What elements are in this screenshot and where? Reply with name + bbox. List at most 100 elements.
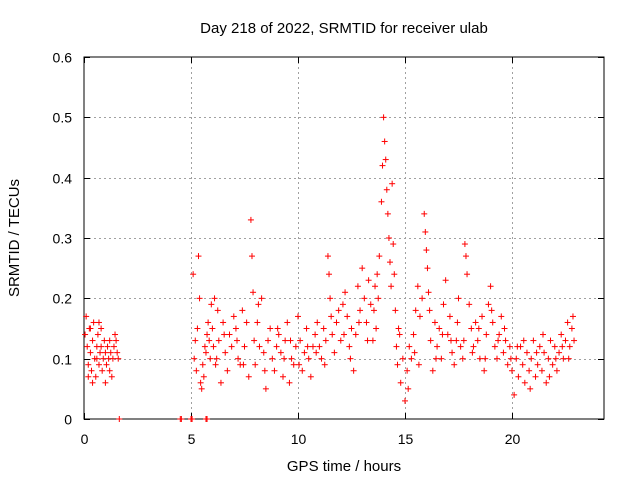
data-point	[369, 337, 376, 344]
data-point	[532, 373, 539, 380]
y-tick-label: 0.1	[53, 352, 73, 368]
data-point	[474, 337, 481, 344]
data-point	[426, 307, 433, 314]
data-point	[533, 349, 540, 356]
data-point	[404, 367, 411, 374]
data-point	[390, 241, 397, 248]
data-point	[488, 307, 495, 314]
data-point	[281, 355, 288, 362]
data-point	[495, 337, 502, 344]
data-point	[88, 367, 95, 374]
data-point	[399, 355, 406, 362]
data-point	[109, 355, 116, 362]
data-point	[294, 313, 301, 320]
data-point	[82, 331, 89, 338]
data-point	[98, 325, 105, 332]
data-point	[250, 289, 257, 296]
y-tick-label: 0.4	[53, 171, 73, 187]
data-point	[439, 331, 446, 338]
data-point	[341, 331, 347, 338]
x-tick-label: 15	[398, 431, 414, 447]
data-point	[395, 325, 402, 332]
data-point	[431, 319, 438, 326]
data-point	[110, 343, 117, 350]
data-point	[116, 416, 123, 422]
data-point	[262, 385, 269, 392]
data-point	[363, 319, 370, 326]
data-point	[271, 367, 278, 374]
data-point	[424, 265, 431, 272]
data-point	[190, 271, 197, 278]
data-point	[267, 325, 274, 332]
data-point	[84, 343, 91, 350]
data-point	[94, 331, 101, 338]
data-point	[384, 210, 391, 217]
data-point	[540, 331, 547, 338]
data-point	[232, 325, 239, 332]
data-point	[89, 379, 96, 386]
data-point	[454, 319, 461, 326]
data-point	[568, 325, 575, 332]
data-point	[423, 247, 430, 254]
data-point	[221, 331, 228, 338]
data-point	[243, 319, 250, 326]
data-point	[357, 307, 364, 314]
data-point	[320, 325, 327, 332]
data-point	[393, 343, 400, 350]
data-point	[275, 331, 282, 338]
data-point	[530, 337, 537, 344]
data-point	[108, 373, 115, 380]
grid	[84, 57, 604, 419]
data-point	[301, 349, 308, 356]
data-points	[82, 114, 578, 422]
data-point	[304, 343, 311, 350]
x-tick-labels: 0 5 10 15 20	[81, 431, 521, 447]
data-point	[333, 319, 340, 326]
data-point	[556, 349, 563, 356]
data-point	[222, 349, 229, 356]
data-point	[106, 367, 113, 374]
data-point	[444, 331, 451, 338]
data-point	[193, 367, 200, 374]
data-point	[385, 235, 392, 241]
data-point	[191, 355, 198, 362]
data-point	[113, 337, 120, 344]
data-point	[85, 361, 92, 368]
data-point	[380, 114, 387, 121]
data-point	[416, 313, 423, 320]
data-point	[502, 337, 509, 344]
data-point	[451, 361, 458, 368]
data-point	[553, 367, 560, 374]
data-point	[543, 379, 550, 386]
data-point	[290, 361, 297, 368]
data-point	[453, 337, 460, 344]
data-point	[198, 385, 205, 392]
data-point	[277, 349, 284, 356]
data-point	[562, 337, 569, 344]
data-point	[327, 295, 334, 302]
data-point	[292, 343, 299, 350]
data-point	[235, 355, 242, 362]
data-point	[303, 325, 310, 332]
data-point	[85, 373, 92, 380]
data-point	[324, 253, 331, 260]
data-point	[552, 355, 559, 362]
data-point	[313, 349, 320, 356]
data-point	[378, 198, 385, 205]
data-point	[381, 138, 388, 145]
data-point	[373, 325, 380, 332]
data-point	[541, 349, 548, 356]
data-point	[192, 337, 199, 344]
data-point	[547, 337, 554, 344]
chart-title: Day 218 of 2022, SRMTID for receiver ula…	[200, 20, 488, 37]
data-point	[97, 349, 104, 356]
data-point	[365, 277, 372, 284]
y-tick-label: 0	[64, 412, 72, 428]
data-point	[476, 355, 483, 362]
data-point	[212, 361, 219, 368]
data-point	[252, 361, 259, 368]
data-point	[461, 241, 468, 248]
data-point	[379, 162, 386, 169]
data-point	[569, 313, 576, 320]
